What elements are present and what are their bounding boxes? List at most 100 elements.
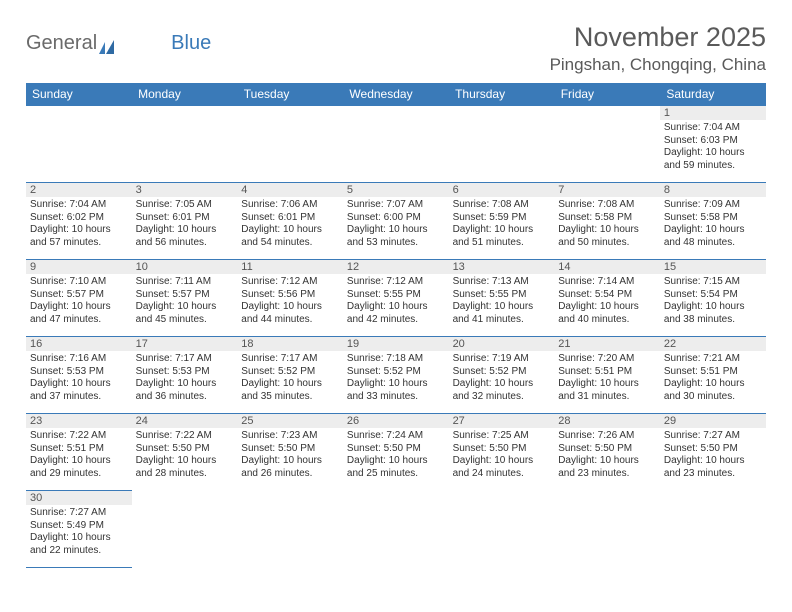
day-cell: 28Sunrise: 7:26 AMSunset: 5:50 PMDayligh…: [554, 414, 660, 491]
day-body: Sunrise: 7:26 AMSunset: 5:50 PMDaylight:…: [554, 428, 660, 483]
day-cell: 27Sunrise: 7:25 AMSunset: 5:50 PMDayligh…: [449, 414, 555, 491]
sunrise-text: Sunrise: 7:22 AM: [30, 430, 128, 443]
col-thursday: Thursday: [449, 83, 555, 106]
day-number: 4: [237, 183, 343, 197]
sunset-text: Sunset: 5:58 PM: [558, 212, 656, 225]
sunrise-text: Sunrise: 7:27 AM: [30, 507, 128, 520]
sunset-text: Sunset: 5:51 PM: [30, 443, 128, 456]
day-number: 9: [26, 260, 132, 274]
sunrise-text: Sunrise: 7:24 AM: [347, 430, 445, 443]
day-body: Sunrise: 7:17 AMSunset: 5:52 PMDaylight:…: [237, 351, 343, 406]
day-number: 15: [660, 260, 766, 274]
daylight-text: Daylight: 10 hours and 41 minutes.: [453, 301, 551, 326]
day-number: 12: [343, 260, 449, 274]
sunrise-text: Sunrise: 7:04 AM: [664, 122, 762, 135]
day-body: Sunrise: 7:27 AMSunset: 5:50 PMDaylight:…: [660, 428, 766, 483]
day-number: 11: [237, 260, 343, 274]
sunrise-text: Sunrise: 7:17 AM: [241, 353, 339, 366]
sunset-text: Sunset: 5:56 PM: [241, 289, 339, 302]
daylight-text: Daylight: 10 hours and 54 minutes.: [241, 224, 339, 249]
day-cell: [343, 106, 449, 183]
sunset-text: Sunset: 5:58 PM: [664, 212, 762, 225]
day-cell: [660, 491, 766, 568]
sunrise-text: Sunrise: 7:26 AM: [558, 430, 656, 443]
day-body: Sunrise: 7:23 AMSunset: 5:50 PMDaylight:…: [237, 428, 343, 483]
daylight-text: Daylight: 10 hours and 51 minutes.: [453, 224, 551, 249]
day-cell: 26Sunrise: 7:24 AMSunset: 5:50 PMDayligh…: [343, 414, 449, 491]
day-cell: 8Sunrise: 7:09 AMSunset: 5:58 PMDaylight…: [660, 183, 766, 260]
day-body: Sunrise: 7:05 AMSunset: 6:01 PMDaylight:…: [132, 197, 238, 252]
day-cell: 20Sunrise: 7:19 AMSunset: 5:52 PMDayligh…: [449, 337, 555, 414]
sunrise-text: Sunrise: 7:21 AM: [664, 353, 762, 366]
sunset-text: Sunset: 5:57 PM: [136, 289, 234, 302]
day-body: Sunrise: 7:15 AMSunset: 5:54 PMDaylight:…: [660, 274, 766, 329]
day-body: Sunrise: 7:08 AMSunset: 5:58 PMDaylight:…: [554, 197, 660, 252]
day-number: 17: [132, 337, 238, 351]
day-cell: 24Sunrise: 7:22 AMSunset: 5:50 PMDayligh…: [132, 414, 238, 491]
sunset-text: Sunset: 5:55 PM: [453, 289, 551, 302]
day-cell: 13Sunrise: 7:13 AMSunset: 5:55 PMDayligh…: [449, 260, 555, 337]
day-cell: 5Sunrise: 7:07 AMSunset: 6:00 PMDaylight…: [343, 183, 449, 260]
day-number: 7: [554, 183, 660, 197]
sunset-text: Sunset: 5:50 PM: [558, 443, 656, 456]
day-number: 23: [26, 414, 132, 428]
sunset-text: Sunset: 5:50 PM: [347, 443, 445, 456]
daylight-text: Daylight: 10 hours and 38 minutes.: [664, 301, 762, 326]
week-row: 30Sunrise: 7:27 AMSunset: 5:49 PMDayligh…: [26, 491, 766, 568]
day-number: 6: [449, 183, 555, 197]
daylight-text: Daylight: 10 hours and 23 minutes.: [664, 455, 762, 480]
sunset-text: Sunset: 5:50 PM: [136, 443, 234, 456]
day-number: 5: [343, 183, 449, 197]
day-cell: 18Sunrise: 7:17 AMSunset: 5:52 PMDayligh…: [237, 337, 343, 414]
location: Pingshan, Chongqing, China: [550, 55, 766, 75]
daylight-text: Daylight: 10 hours and 35 minutes.: [241, 378, 339, 403]
day-cell: 6Sunrise: 7:08 AMSunset: 5:59 PMDaylight…: [449, 183, 555, 260]
day-cell: [132, 106, 238, 183]
week-row: 16Sunrise: 7:16 AMSunset: 5:53 PMDayligh…: [26, 337, 766, 414]
day-number: 21: [554, 337, 660, 351]
sunrise-text: Sunrise: 7:07 AM: [347, 199, 445, 212]
calendar-body: 1Sunrise: 7:04 AMSunset: 6:03 PMDaylight…: [26, 106, 766, 568]
day-cell: 23 Sunrise: 7:22 AMSunset: 5:51 PMDayligh…: [26, 414, 132, 491]
col-friday: Friday: [554, 83, 660, 106]
sunset-text: Sunset: 6:00 PM: [347, 212, 445, 225]
day-body: Sunrise: 7:13 AMSunset: 5:55 PMDaylight:…: [449, 274, 555, 329]
sunset-text: Sunset: 5:54 PM: [558, 289, 656, 302]
day-cell: 22Sunrise: 7:21 AMSunset: 5:51 PMDayligh…: [660, 337, 766, 414]
day-number: 3: [132, 183, 238, 197]
sunset-text: Sunset: 5:50 PM: [241, 443, 339, 456]
sunset-text: Sunset: 5:51 PM: [664, 366, 762, 379]
sunset-text: Sunset: 5:53 PM: [30, 366, 128, 379]
logo-flag-icon: [99, 37, 119, 51]
day-body: Sunrise: 7:22 AMSunset: 5:50 PMDaylight:…: [132, 428, 238, 483]
daylight-text: Daylight: 10 hours and 26 minutes.: [241, 455, 339, 480]
day-cell: 3Sunrise: 7:05 AMSunset: 6:01 PMDaylight…: [132, 183, 238, 260]
daylight-text: Daylight: 10 hours and 29 minutes.: [30, 455, 128, 480]
day-body: Sunrise: 7:07 AMSunset: 6:00 PMDaylight:…: [343, 197, 449, 252]
sunrise-text: Sunrise: 7:12 AM: [347, 276, 445, 289]
week-row: 23Sunrise: 7:22 AMSunset: 5:51 PMDayligh…: [26, 414, 766, 491]
day-number: 18: [237, 337, 343, 351]
day-body: Sunrise: 7:06 AMSunset: 6:01 PMDaylight:…: [237, 197, 343, 252]
day-cell: 30Sunrise: 7:27 AMSunset: 5:49 PMDayligh…: [26, 491, 132, 568]
sunrise-text: Sunrise: 7:12 AM: [241, 276, 339, 289]
daylight-text: Daylight: 10 hours and 33 minutes.: [347, 378, 445, 403]
sunset-text: Sunset: 5:55 PM: [347, 289, 445, 302]
col-saturday: Saturday: [660, 83, 766, 106]
sunrise-text: Sunrise: 7:09 AM: [664, 199, 762, 212]
day-body: Sunrise: 7:04 AMSunset: 6:02 PMDaylight:…: [26, 197, 132, 252]
logo-text-blue: Blue: [171, 32, 211, 55]
day-number: 10: [132, 260, 238, 274]
daylight-text: Daylight: 10 hours and 59 minutes.: [664, 147, 762, 172]
day-body: Sunrise: 7:24 AMSunset: 5:50 PMDaylight:…: [343, 428, 449, 483]
day-body: Sunrise: 7:21 AMSunset: 5:51 PMDaylight:…: [660, 351, 766, 406]
sunset-text: Sunset: 5:53 PM: [136, 366, 234, 379]
sunrise-text: Sunrise: 7:04 AM: [30, 199, 128, 212]
col-wednesday: Wednesday: [343, 83, 449, 106]
week-row: 1Sunrise: 7:04 AMSunset: 6:03 PMDaylight…: [26, 106, 766, 183]
col-tuesday: Tuesday: [237, 83, 343, 106]
day-number: 19: [343, 337, 449, 351]
sunset-text: Sunset: 5:51 PM: [558, 366, 656, 379]
day-cell: 14Sunrise: 7:14 AMSunset: 5:54 PMDayligh…: [554, 260, 660, 337]
day-cell: 2Sunrise: 7:04 AMSunset: 6:02 PMDaylight…: [26, 183, 132, 260]
